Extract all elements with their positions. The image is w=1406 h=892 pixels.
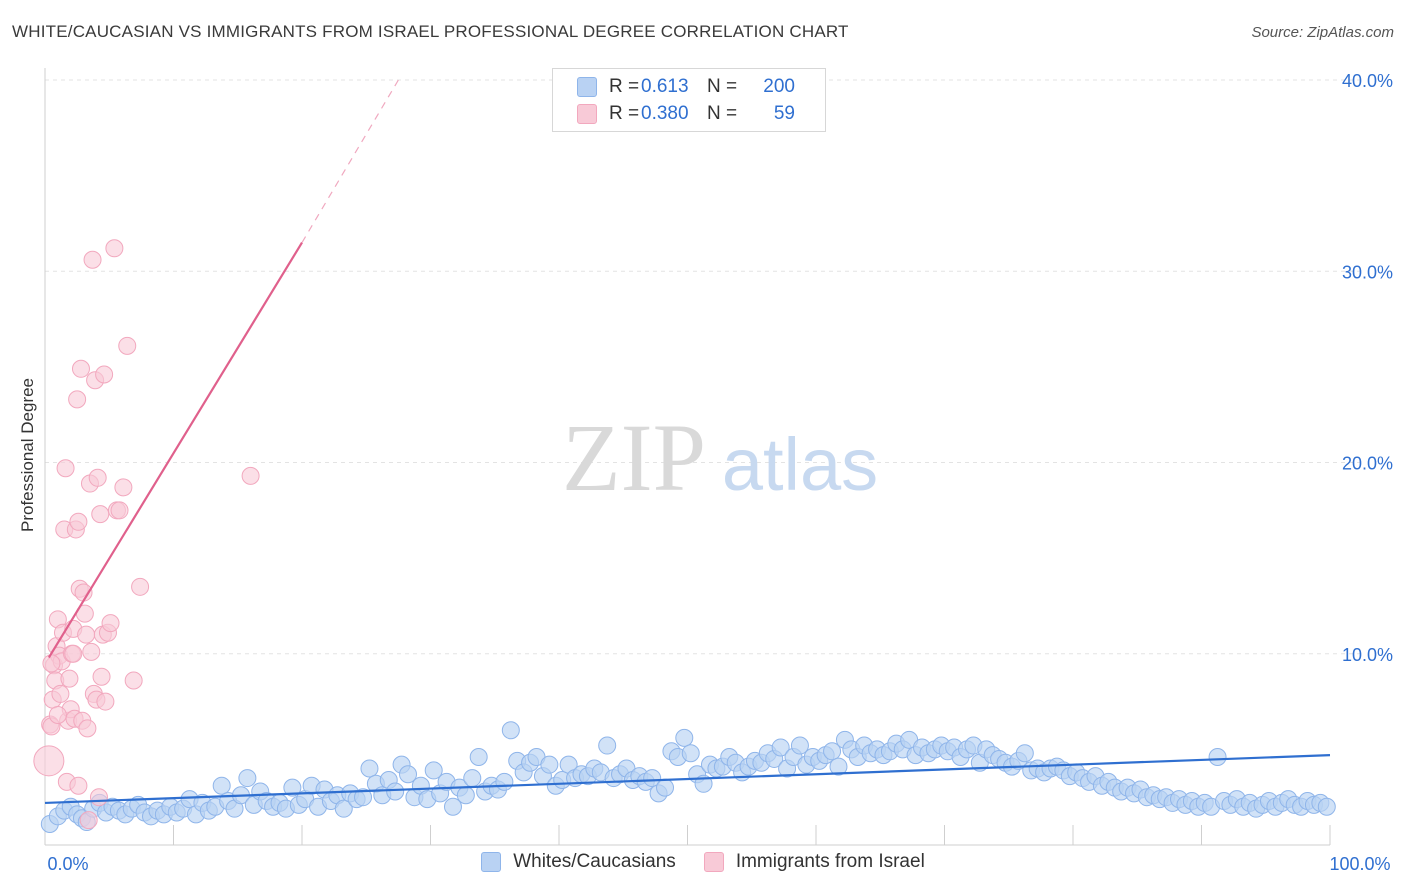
- data-point-israel: [69, 512, 88, 531]
- trend-lines: [44, 79, 1331, 805]
- data-point-israel: [95, 365, 114, 384]
- data-point-whites: [463, 769, 482, 788]
- data-point-whites: [1317, 797, 1336, 816]
- data-point-whites: [424, 761, 443, 780]
- data-point-israel: [42, 654, 61, 673]
- data-point-israel: [110, 501, 129, 520]
- data-point-whites: [643, 769, 662, 788]
- watermark-atlas: atlas: [722, 423, 878, 506]
- series-legend: Whites/Caucasians Immigrants from Israel: [0, 851, 1406, 873]
- trend-line-israel-extension: [301, 79, 399, 243]
- data-point-israel: [68, 390, 87, 409]
- data-point-israel: [89, 788, 108, 807]
- stats-legend: R = 0.613 N = 200 R = 0.380 N = 59: [552, 68, 826, 132]
- data-point-israel: [78, 719, 97, 738]
- data-point-whites: [598, 736, 617, 755]
- data-point-whites: [443, 797, 462, 816]
- grid-lines: [45, 79, 1360, 655]
- axes: [44, 68, 1331, 846]
- data-point-whites: [829, 757, 848, 776]
- legend-swatch-israel: [577, 104, 597, 124]
- series-whites-points: [40, 721, 1336, 833]
- data-point-whites: [360, 759, 379, 778]
- data-point-whites: [501, 721, 520, 740]
- chart-title: WHITE/CAUCASIAN VS IMMIGRANTS FROM ISRAE…: [12, 22, 849, 41]
- data-point-israel: [91, 505, 110, 524]
- data-point-israel: [60, 669, 79, 688]
- data-point-whites: [456, 786, 475, 805]
- legend-item-whites[interactable]: Whites/Caucasians: [481, 851, 676, 873]
- legend-r-label: R =: [609, 103, 640, 124]
- data-point-whites: [238, 769, 257, 788]
- legend-label-whites: Whites/Caucasians: [513, 851, 676, 872]
- data-point-whites: [540, 755, 559, 774]
- tick-labels: 10.0% 20.0% 30.0% 40.0% 0.0% 100.0%: [47, 71, 1393, 874]
- y-tick-label: 20.0%: [1342, 454, 1393, 474]
- data-point-whites: [675, 728, 694, 747]
- series-israel-points: [33, 239, 260, 830]
- trend-line-whites: [44, 754, 1331, 805]
- legend-r-value: 0.613: [641, 76, 689, 97]
- source-label: Source: ZipAtlas.com: [1251, 24, 1394, 41]
- data-point-israel: [56, 459, 75, 478]
- data-point-whites: [212, 776, 231, 795]
- y-tick-label: 40.0%: [1342, 71, 1393, 91]
- data-point-whites: [823, 742, 842, 761]
- y-axis-label: Professional Degree: [18, 377, 37, 533]
- data-point-israel: [88, 468, 107, 487]
- legend-row-israel: R = 0.380 N = 59: [577, 102, 795, 126]
- legend-r-label: R =: [609, 76, 640, 97]
- data-point-israel: [48, 705, 67, 724]
- legend-r-value: 0.380: [641, 103, 689, 124]
- data-point-whites: [354, 788, 373, 807]
- data-point-whites: [790, 736, 809, 755]
- data-point-whites: [1015, 744, 1034, 763]
- legend-n-value: 59: [773, 103, 795, 124]
- data-point-israel: [124, 671, 143, 690]
- data-point-israel: [96, 692, 115, 711]
- legend-swatch-whites: [481, 852, 502, 872]
- y-tick-label: 30.0%: [1342, 262, 1393, 282]
- data-point-israel: [105, 239, 124, 258]
- data-point-israel: [51, 684, 70, 703]
- data-point-whites: [399, 765, 418, 784]
- y-tick-label: 10.0%: [1342, 645, 1393, 665]
- legend-item-israel[interactable]: Immigrants from Israel: [703, 851, 925, 873]
- data-point-whites: [386, 782, 405, 801]
- legend-label-israel: Immigrants from Israel: [735, 851, 925, 872]
- data-point-israel: [131, 577, 150, 596]
- data-point-israel: [118, 336, 137, 355]
- data-point-israel: [77, 625, 96, 644]
- data-point-israel: [33, 745, 65, 777]
- x-tick-label: 0.0%: [47, 854, 88, 874]
- data-point-whites: [469, 748, 488, 767]
- watermark-zip: ZIP: [562, 404, 706, 511]
- data-point-israel: [79, 811, 98, 830]
- data-point-whites: [771, 738, 790, 757]
- data-point-whites: [656, 778, 675, 797]
- data-point-israel: [92, 667, 111, 686]
- x-tick-label: 100.0%: [1329, 854, 1390, 874]
- data-point-whites: [334, 799, 353, 818]
- legend-swatch-israel: [703, 852, 724, 872]
- legend-n-label: N =: [707, 103, 738, 124]
- data-point-whites: [283, 778, 302, 797]
- legend-swatch-whites: [577, 77, 597, 97]
- data-point-israel: [69, 776, 88, 795]
- legend-row-whites: R = 0.613 N = 200: [577, 75, 795, 99]
- data-point-israel: [64, 644, 83, 663]
- data-point-whites: [1208, 748, 1227, 767]
- trend-line-israel: [47, 241, 303, 659]
- data-point-whites: [681, 744, 700, 763]
- data-point-israel: [114, 478, 133, 497]
- data-point-israel: [71, 359, 90, 378]
- data-point-israel: [101, 614, 120, 633]
- legend-n-label: N =: [707, 76, 738, 97]
- data-point-israel: [83, 250, 102, 269]
- legend-n-value: 200: [763, 76, 795, 97]
- data-point-israel: [241, 466, 260, 485]
- data-point-whites: [495, 772, 514, 791]
- data-point-israel: [82, 642, 101, 661]
